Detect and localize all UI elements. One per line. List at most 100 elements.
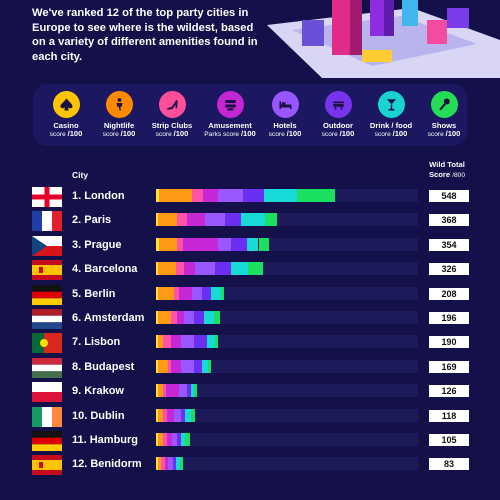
- city-name: 3. Prague: [72, 238, 122, 251]
- bar-segment: [193, 384, 198, 398]
- total-score: 208: [429, 287, 469, 300]
- legend-item-amusement-parks: Amusement Parks score /100: [199, 91, 261, 139]
- total-score: 83: [429, 458, 469, 471]
- ferris-wheel-icon: [216, 91, 244, 118]
- city-row: 4. Barcelona 326: [0, 259, 500, 281]
- bar-segment: [157, 433, 163, 446]
- city-row: 9. Krakow 126: [0, 381, 500, 403]
- bar-segment: [185, 433, 191, 446]
- bar-segment: [214, 262, 232, 276]
- city-name: 12. Benidorm: [72, 458, 142, 471]
- bar-segment: [177, 311, 184, 324]
- city-name: 6. Amsterdam: [72, 312, 145, 324]
- score-bar-track: [156, 335, 418, 349]
- bar-segment: [173, 457, 177, 471]
- bar-segment: [231, 262, 248, 276]
- bar-segment: [174, 286, 179, 300]
- bar-segment: [156, 311, 158, 324]
- bar-segment: [157, 408, 163, 422]
- total-score: 190: [429, 336, 469, 349]
- score-bar-track: [156, 457, 418, 471]
- city-row: 10. Dublin 118: [0, 406, 500, 428]
- city-row: 7. Lisbon 190: [0, 332, 500, 354]
- bar-segment: [159, 189, 193, 202]
- bar-segment: [192, 189, 204, 202]
- score-bar-track: [156, 384, 418, 398]
- total-score: 326: [429, 263, 469, 276]
- bar-segment: [156, 189, 160, 202]
- bar-segment: [156, 457, 158, 471]
- city-name: 1. London: [72, 190, 125, 202]
- city-row: 6. Amsterdam 196: [0, 308, 500, 330]
- bar-segment: [201, 359, 209, 373]
- bar-segment: [156, 286, 158, 300]
- bar-segment: [214, 335, 219, 349]
- bar-segment: [213, 311, 221, 324]
- outdoor-icon: [324, 91, 352, 118]
- bar-segment: [157, 359, 169, 373]
- microphone-icon: [430, 91, 458, 118]
- legend-item-hotels: Hotels score /100: [259, 91, 311, 139]
- bar-segment: [180, 433, 186, 446]
- legend-item-shows: Shows score /100: [418, 91, 470, 139]
- legend-item-nightlife: Nightlife score /100: [93, 91, 145, 139]
- bar-segment: [162, 433, 168, 446]
- bar-segment: [191, 408, 195, 422]
- poland-flag-icon: [32, 382, 62, 403]
- bar-segment: [168, 359, 172, 373]
- bar-segment: [157, 286, 175, 300]
- city-column-header: City: [72, 170, 89, 180]
- bar-segment: [162, 335, 171, 349]
- ireland-flag-icon: [32, 406, 62, 427]
- total-score: 118: [429, 409, 469, 422]
- bar-segment: [183, 262, 196, 276]
- score-bar-track: [156, 433, 418, 446]
- bar-segment: [167, 433, 173, 446]
- bar-segment: [183, 237, 218, 251]
- bar-segment: [174, 408, 181, 422]
- bar-segment: [170, 335, 181, 349]
- bar-segment: [208, 359, 212, 373]
- portugal-flag-icon: [32, 333, 62, 354]
- city-row: 5. Berlin 208: [0, 284, 500, 306]
- city-name: 9. Krakow: [72, 385, 124, 398]
- bar-segment: [162, 384, 166, 398]
- bar-segment: [168, 457, 174, 471]
- bar-segment: [176, 457, 180, 471]
- legend-item-casino: Casino score /100: [40, 91, 92, 139]
- bar-segment: [157, 311, 171, 324]
- score-bar-track: [156, 213, 418, 227]
- bar-segment: [162, 408, 168, 422]
- city-row: 8. Budapest 169: [0, 357, 500, 379]
- england-flag-icon: [32, 187, 62, 207]
- bar-segment: [177, 433, 181, 446]
- bed-icon: [271, 91, 299, 118]
- bar-segment: [247, 237, 259, 251]
- germany-flag-icon: [32, 284, 62, 305]
- high-heel-icon: [158, 91, 186, 118]
- city-row: 1. London 548: [0, 186, 500, 208]
- bar-segment: [165, 384, 179, 398]
- bar-segment: [160, 457, 165, 471]
- france-flag-icon: [32, 211, 62, 232]
- total-score: 354: [429, 238, 469, 251]
- bar-segment: [265, 213, 277, 227]
- score-bar-track: [156, 359, 418, 373]
- bar-segment: [192, 286, 202, 300]
- legend-item-strip-clubs: Strip Clubs score /100: [146, 91, 198, 139]
- bar-segment: [242, 189, 265, 202]
- bar-segment: [157, 457, 161, 471]
- bar-segment: [201, 286, 211, 300]
- bar-segment: [178, 384, 188, 398]
- bar-segment: [187, 384, 191, 398]
- city-name: 8. Budapest: [72, 360, 135, 373]
- bar-segment: [156, 237, 159, 251]
- bar-segment: [193, 311, 204, 324]
- score-bar-track: [156, 311, 418, 324]
- spade-icon: [52, 91, 80, 118]
- legend-item-outdoor: Outdoor score /100: [312, 91, 364, 139]
- bar-segment: [158, 237, 177, 251]
- score-bar-track: [156, 408, 418, 422]
- bar-segment: [176, 237, 184, 251]
- bar-segment: [217, 237, 231, 251]
